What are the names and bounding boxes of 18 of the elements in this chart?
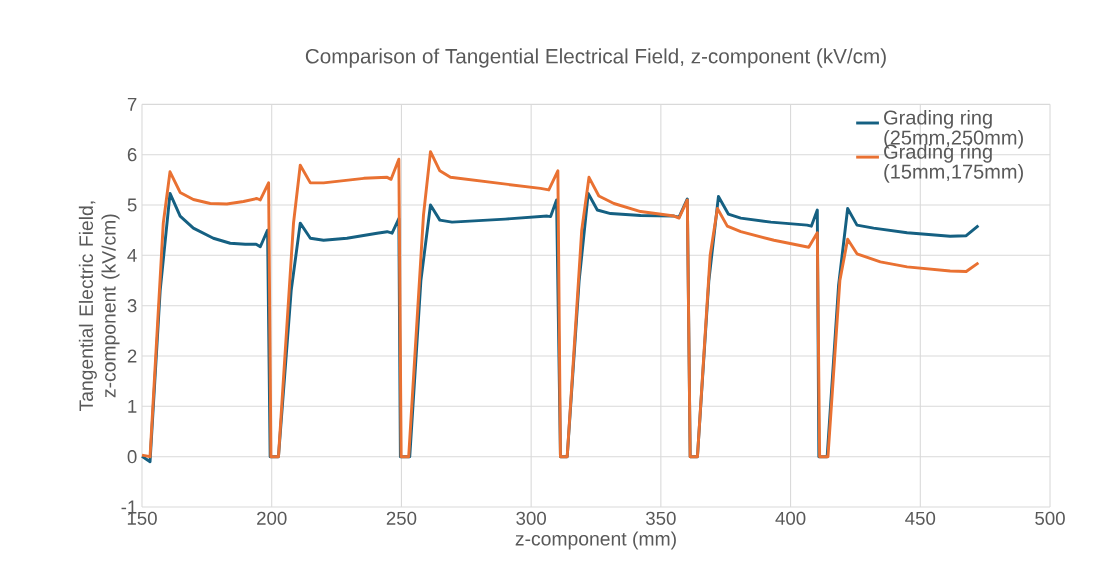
x-tick-label: 400 (775, 511, 806, 525)
y-tick-label: 4 (127, 248, 137, 262)
x-tick-label: 450 (905, 511, 936, 525)
y-tick-label: 7 (127, 97, 137, 111)
chart-title: Comparison of Tangential Electrical Field, z-component (kV/cm) (305, 48, 886, 68)
y-tick-label: 5 (127, 198, 137, 212)
x-tick-label: 250 (386, 511, 417, 525)
y-tick-label: 0 (127, 450, 137, 464)
x-tick-label: 500 (1035, 511, 1065, 525)
y-axis-title: Tangential Electric Field, z-component (kV/cm) (78, 201, 120, 412)
y-tick-label: 6 (127, 148, 137, 162)
x-axis-title: z-component (mm) (515, 531, 676, 550)
y-tick-label: 3 (127, 299, 137, 313)
x-tick-label: 300 (516, 511, 546, 525)
x-tick-label: 350 (646, 511, 676, 525)
y-tick-label: 2 (127, 349, 137, 363)
y-tick-label: 1 (128, 399, 137, 413)
x-tick-label: 200 (257, 511, 287, 525)
